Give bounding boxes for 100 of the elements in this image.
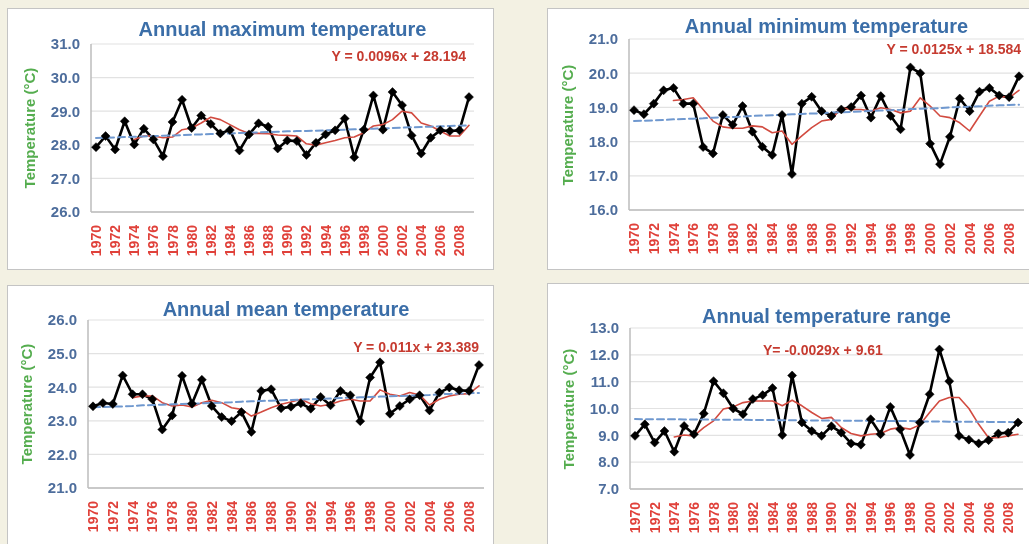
x-tick-label: 2008 [461, 500, 478, 533]
point [434, 387, 445, 398]
chart-title: Annual mean temperature [161, 297, 411, 321]
x-tick-label: 1972 [107, 224, 124, 257]
annotation: Y = 0.0125x + 18.584 [886, 40, 1021, 58]
x-tick-label: 1982 [203, 500, 220, 533]
point [875, 429, 886, 440]
point [266, 384, 276, 394]
point [747, 126, 758, 137]
y-tick-label: 21.0 [588, 30, 618, 48]
point [787, 169, 797, 179]
x-tick-label: 2006 [981, 222, 998, 255]
point [1013, 417, 1023, 428]
point [246, 427, 257, 437]
x-tick-label: 1986 [784, 501, 801, 534]
point [826, 421, 837, 431]
x-tick-label: 1970 [627, 501, 644, 534]
point [846, 438, 856, 449]
point [196, 110, 206, 121]
point [226, 416, 237, 426]
point [167, 410, 177, 421]
point [276, 403, 286, 414]
x-tick-label: 1984 [221, 224, 238, 257]
x-tick-label: 1998 [355, 224, 372, 257]
x-tick-label: 1980 [183, 224, 200, 257]
x-tick-label: 1978 [705, 222, 722, 255]
point [148, 134, 159, 145]
point [335, 386, 346, 396]
point [668, 83, 679, 93]
point [375, 357, 385, 368]
x-tick-label: 1984 [764, 222, 781, 255]
point [678, 98, 689, 109]
point [435, 125, 446, 136]
point [964, 106, 975, 116]
x-tick-label: 2000 [374, 224, 391, 257]
point [464, 92, 474, 102]
x-tick-label: 1970 [88, 224, 105, 257]
point [777, 430, 788, 440]
point [983, 435, 994, 445]
x-tick-label: 1992 [302, 500, 319, 533]
point [698, 408, 709, 419]
point [88, 401, 98, 412]
x-tick-label: 1978 [164, 500, 181, 533]
point [885, 402, 896, 412]
point [659, 426, 670, 436]
point [315, 392, 326, 402]
point [397, 100, 407, 110]
point [100, 131, 111, 141]
point [236, 407, 247, 417]
point [1003, 427, 1013, 438]
point [207, 401, 217, 411]
x-tick-label: 1996 [882, 501, 899, 534]
point [234, 145, 245, 156]
point [905, 62, 916, 73]
y-tick-label: 20.0 [588, 64, 618, 82]
point [349, 152, 359, 162]
point [330, 125, 340, 136]
x-tick-label: 1974 [124, 500, 141, 533]
y-tick-label: 26.0 [50, 203, 80, 221]
point [836, 104, 847, 115]
point [444, 382, 455, 393]
point [263, 121, 273, 132]
y-tick-label: 11.0 [590, 372, 619, 390]
y-tick-label: 18.0 [588, 132, 618, 150]
y-tick-label: 21.0 [47, 479, 77, 497]
x-tick-label: 1970 [626, 222, 643, 255]
x-tick-label: 2002 [401, 500, 418, 533]
point [157, 424, 168, 435]
chart-title: Annual minimum temperature [683, 14, 970, 38]
x-tick-label: 1976 [685, 501, 702, 534]
point [292, 136, 302, 146]
point [757, 390, 768, 400]
point [679, 421, 689, 431]
point [359, 124, 369, 135]
y-axis-title: Temperature (°C) [559, 348, 577, 469]
x-tick-label: 1982 [744, 501, 761, 534]
point [669, 446, 680, 457]
chart-title: Annual maximum temperature [137, 17, 428, 41]
point [305, 403, 316, 414]
point [984, 83, 995, 93]
x-tick-label: 2004 [960, 501, 977, 534]
point [738, 409, 748, 419]
annotation: Y = 0.011x + 23.389 [353, 338, 479, 356]
x-tick-label: 1990 [823, 501, 840, 534]
point [129, 139, 140, 150]
y-tick-label: 17.0 [588, 167, 618, 185]
annotation: Y= -0.0029x + 9.61 [763, 341, 883, 359]
point [167, 117, 178, 127]
point [177, 371, 187, 381]
x-tick-label: 1994 [317, 224, 334, 257]
x-tick-label: 2000 [921, 501, 938, 534]
point [945, 132, 955, 142]
point [649, 437, 660, 448]
x-tick-label: 1990 [282, 500, 299, 533]
point [856, 439, 866, 450]
point [648, 98, 659, 109]
point [806, 92, 817, 102]
point [954, 431, 964, 441]
point [925, 138, 935, 149]
x-tick-label: 1994 [322, 500, 339, 533]
